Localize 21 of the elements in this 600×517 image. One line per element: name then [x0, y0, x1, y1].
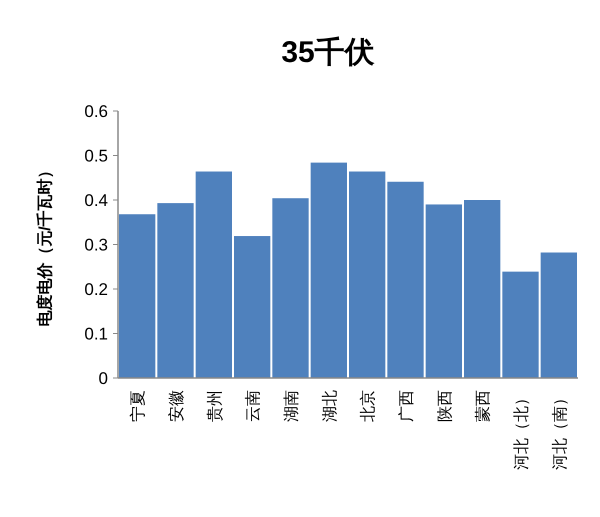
x-tick-label: 河北（北） [512, 390, 530, 470]
x-tick-label: 湖南 [282, 390, 300, 422]
x-tick-label: 河北（南） [550, 390, 569, 470]
y-tick-label: 0.4 [84, 191, 108, 210]
chart-title: 35千伏 [281, 36, 376, 69]
y-tick-label: 0.5 [84, 146, 108, 166]
x-tick-label: 安徽 [168, 390, 186, 422]
y-tick-label: 0.3 [84, 236, 108, 254]
x-tick-label: 广西 [398, 390, 416, 422]
y-tick-label: 0.2 [84, 280, 108, 299]
x-tick-label: 北京 [359, 390, 378, 422]
x-tick-label: 湖北 [320, 390, 339, 422]
y-tick-label: 0.6 [84, 102, 108, 121]
x-tick-label: 贵州 [206, 390, 224, 422]
y-axis-title: 电度电价（元/千瓦时） [35, 162, 54, 327]
y-tick-label: 0 [98, 369, 108, 388]
x-tick-label: 蒙西 [474, 390, 492, 422]
x-tick-label: 宁夏 [129, 390, 148, 422]
x-tick-label: 云南 [244, 390, 262, 422]
y-tick-label: 0.1 [84, 324, 108, 344]
x-tick-label: 陕西 [436, 390, 454, 422]
